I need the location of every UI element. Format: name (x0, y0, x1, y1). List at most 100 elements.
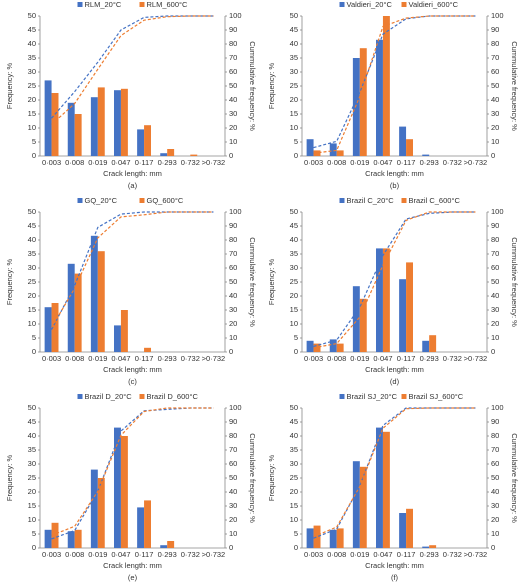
bar (313, 150, 321, 156)
y2-tick-label: 40 (229, 291, 237, 300)
y-tick-label: 10 (28, 123, 36, 132)
bar (44, 80, 52, 156)
y2-tick-label: 80 (491, 235, 499, 244)
y-axis-label: Frequency: % (5, 63, 14, 110)
y-tick-label: 5 (32, 529, 36, 538)
y2-tick-label: 0 (229, 543, 233, 552)
bar (359, 298, 367, 352)
x-tick-label: 0·047 (111, 158, 130, 167)
y-tick-label: 40 (28, 235, 36, 244)
y-tick-label: 0 (32, 543, 36, 552)
legend-swatch (139, 2, 145, 7)
y-tick-label: 40 (290, 235, 298, 244)
bar (376, 248, 383, 352)
y2-tick-label: 20 (491, 123, 499, 132)
y-tick-label: 40 (290, 431, 298, 440)
y2-tick-label: 40 (229, 487, 237, 496)
x-tick-label: 0·008 (65, 158, 84, 167)
legend-swatch (139, 394, 145, 399)
y2-tick-label: 50 (491, 81, 499, 90)
x-tick-label: 0·003 (304, 158, 323, 167)
caption: (d) (390, 377, 400, 386)
x-tick-label: 0·732 (181, 550, 200, 559)
legend-swatch (339, 394, 345, 399)
legend-swatch (139, 198, 145, 203)
x-tick-label: 0·293 (158, 158, 177, 167)
y2-tick-label: 60 (491, 263, 499, 272)
bar (67, 531, 75, 548)
cumulative-line (51, 15, 214, 125)
y-tick-label: 25 (290, 277, 298, 286)
y-tick-label: 15 (28, 501, 36, 510)
y2-tick-label: 10 (491, 333, 499, 342)
y2-tick-label: 100 (491, 207, 504, 216)
legend-label: GQ_600°C (147, 196, 184, 205)
y-tick-label: 30 (28, 67, 36, 76)
y-tick-label: 5 (294, 333, 298, 342)
bar (114, 90, 121, 156)
bar (67, 102, 75, 156)
y-tick-label: 25 (290, 473, 298, 482)
legend-swatch (401, 198, 407, 203)
y2-tick-label: 20 (229, 123, 237, 132)
y2-tick-label: 70 (491, 445, 499, 454)
x-axis-label: Crack length: mm (103, 365, 162, 374)
cumulative-line (313, 211, 476, 347)
y-tick-label: 45 (290, 25, 298, 34)
x-tick-label: 0·117 (135, 354, 154, 363)
legend-label: RLM_20°C (85, 0, 122, 9)
y2-tick-label: 20 (491, 319, 499, 328)
y2-tick-label: 70 (229, 53, 237, 62)
bar (422, 546, 430, 548)
bar (44, 529, 52, 548)
x-axis-label: Crack length: mm (365, 561, 424, 570)
y-tick-label: 30 (290, 263, 298, 272)
legend-swatch (339, 2, 345, 7)
y-tick-label: 50 (290, 11, 298, 20)
bar (406, 262, 413, 352)
bar (352, 58, 360, 156)
y2-tick-label: 90 (491, 25, 499, 34)
x-tick-label: 0·003 (42, 550, 61, 559)
legend-swatch (339, 198, 345, 203)
y-tick-label: 15 (28, 109, 36, 118)
y-tick-label: 45 (28, 25, 36, 34)
y2-tick-label: 80 (229, 431, 237, 440)
x-tick-label: 0·047 (111, 550, 130, 559)
bar (74, 273, 82, 352)
bar (190, 154, 198, 156)
bar (382, 431, 390, 548)
y-tick-label: 15 (290, 109, 298, 118)
y2-tick-label: 100 (229, 11, 242, 20)
y2-tick-label: 60 (491, 459, 499, 468)
y-tick-label: 50 (28, 403, 36, 412)
y2-tick-label: 80 (229, 39, 237, 48)
y2-tick-label: 40 (491, 95, 499, 104)
y2-tick-label: 30 (229, 109, 237, 118)
y-tick-label: 20 (290, 291, 298, 300)
cumulative-line (313, 15, 476, 149)
y2-tick-label: 60 (229, 459, 237, 468)
y2-tick-label: 0 (491, 151, 495, 160)
bar (167, 149, 175, 156)
y-tick-label: 40 (290, 39, 298, 48)
y2-tick-label: 80 (491, 431, 499, 440)
bar (120, 436, 128, 548)
bar (67, 263, 75, 352)
x-tick-label: 0·008 (65, 550, 84, 559)
y-tick-label: 0 (294, 347, 298, 356)
y-tick-label: 25 (290, 81, 298, 90)
bar (51, 303, 59, 352)
caption: (e) (128, 573, 138, 582)
bar (160, 153, 168, 156)
y-tick-label: 20 (28, 487, 36, 496)
bar (422, 340, 430, 352)
y2-tick-label: 40 (491, 291, 499, 300)
x-tick-label: 0·732 (443, 550, 462, 559)
y2-tick-label: 10 (229, 137, 237, 146)
bar (376, 427, 383, 548)
x-tick-label: 0·293 (420, 354, 439, 363)
y2-axis-label: Cummulative frequency: % (510, 237, 519, 327)
bar (399, 513, 407, 548)
